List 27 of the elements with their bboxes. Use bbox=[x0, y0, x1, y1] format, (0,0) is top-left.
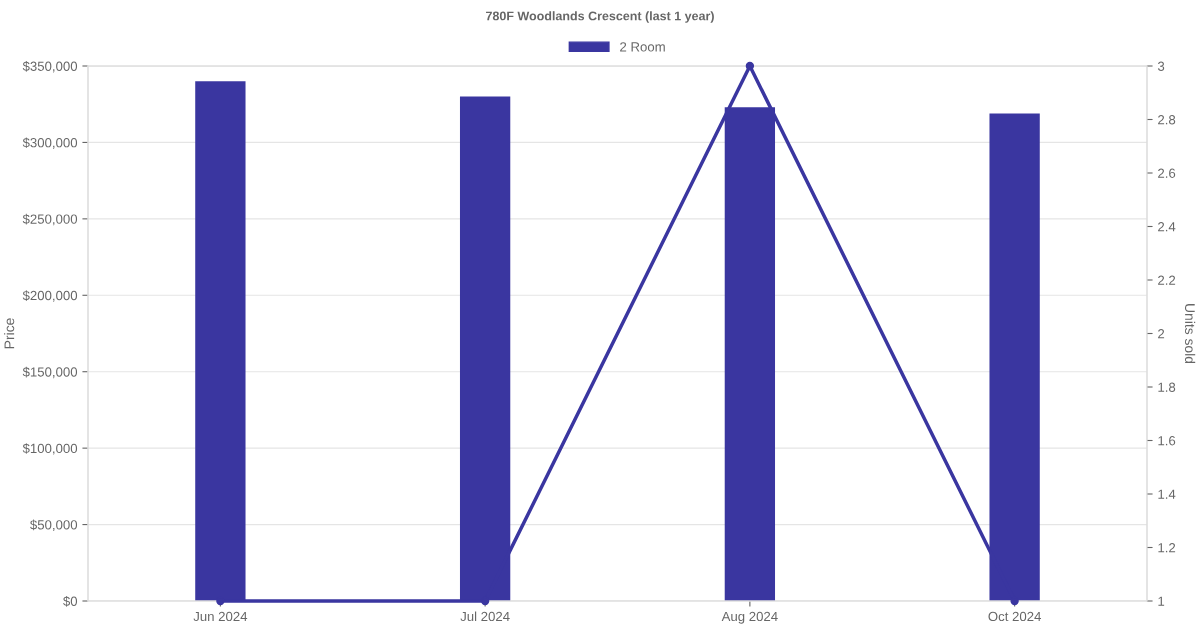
y2-tick-label: 2.8 bbox=[1158, 115, 1176, 125]
x-tick-label: Aug 2024 bbox=[721, 611, 778, 624]
y2-axis-title: Units sold bbox=[1185, 304, 1196, 364]
y-tick-label: $300,000 bbox=[22, 137, 78, 149]
y2-tick-label: 1 bbox=[1158, 596, 1165, 606]
y-tick-label: $250,000 bbox=[22, 213, 78, 226]
y2-tick-label: 2 bbox=[1158, 329, 1165, 339]
x-tick-label: Oct 2024 bbox=[988, 611, 1042, 622]
y2-tick-label: 1.4 bbox=[1158, 489, 1176, 499]
y2-tick-label: 1.2 bbox=[1158, 543, 1176, 553]
y-tick-label: $0 bbox=[63, 596, 78, 607]
chart-title: 780F Woodlands Crescent (last 1 year) bbox=[486, 11, 714, 23]
y2-tick-label: 2.4 bbox=[1158, 222, 1176, 232]
y-tick-label: $50,000 bbox=[30, 519, 78, 532]
y2-tick-label: 1.6 bbox=[1158, 436, 1176, 446]
y2-tick-label: 3 bbox=[1157, 61, 1165, 71]
y2-tick-label: 1.8 bbox=[1158, 382, 1176, 392]
y-axis-title: Price bbox=[4, 318, 15, 349]
y-tick-label: $350,000 bbox=[22, 61, 78, 73]
y-tick-label: $200,000 bbox=[22, 290, 78, 302]
y2-tick-label: 2.6 bbox=[1158, 168, 1176, 178]
legend-label: 2 Room bbox=[620, 42, 665, 52]
x-tick-label: Jul 2024 bbox=[460, 611, 510, 622]
y-tick-label: $100,000 bbox=[22, 443, 78, 455]
x-tick-label: Jun 2024 bbox=[193, 611, 248, 622]
y-tick-label: $150,000 bbox=[22, 366, 78, 379]
y2-tick-label: 2.2 bbox=[1158, 275, 1176, 285]
